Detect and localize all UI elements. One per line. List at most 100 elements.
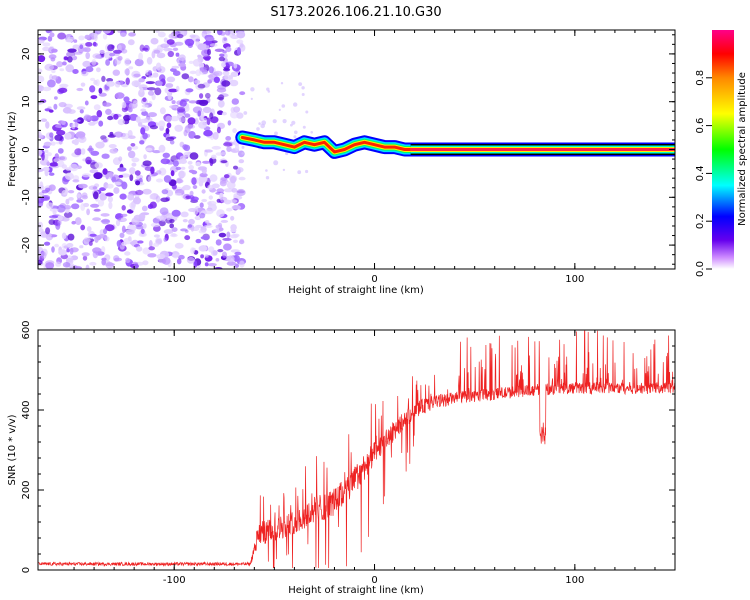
noise-blob [139,87,144,93]
noise-blob [217,30,223,36]
noise-blob [99,49,105,55]
noise-blob [201,198,208,203]
noise-blob [199,93,204,99]
noise-blob [208,246,215,253]
noise-blob [53,103,58,110]
noise-blob [204,220,210,224]
noise-blob [120,217,127,222]
noise-blob [64,172,74,180]
noise-blob [108,201,113,210]
noise-blob [59,156,66,160]
noise-blob [61,216,70,222]
colorbar-tick-label: 0.6 [695,118,706,134]
noise-blob [215,239,222,246]
noise-blob [156,80,163,86]
noise-blob [232,233,240,238]
noise-blob [197,83,206,89]
y-tick-label: -20 [21,237,32,253]
noise-blob [129,174,134,182]
noise-blob [310,131,314,134]
noise-blob [38,75,45,83]
noise-blob [166,76,176,83]
noise-blob [86,208,90,216]
noise-blob [63,56,68,60]
noise-blob [165,127,170,134]
noise-blob [301,86,305,90]
noise-blob [146,57,153,65]
noise-blob [236,47,241,56]
noise-blob [178,63,186,67]
noise-blob [238,176,246,181]
noise-blob [204,56,211,61]
noise-blob [45,187,51,192]
noise-blob [166,39,175,45]
noise-blob [233,63,238,69]
noise-blob [224,30,231,36]
noise-blob [40,118,48,122]
noise-blob [147,176,152,182]
noise-blob [135,189,144,196]
noise-blob [113,113,119,120]
noise-blob [208,195,213,200]
noise-blob [199,66,207,72]
noise-blob [129,202,137,209]
noise-blob [94,162,103,169]
noise-blob [149,125,158,130]
colorbar-tick-label: 0.0 [695,261,706,277]
noise-blob [95,79,100,87]
noise-blob [67,233,75,241]
noise-blob [120,32,127,37]
noise-blob [195,238,202,244]
noise-blob [145,81,155,85]
noise-blob [56,129,66,136]
noise-blob [54,134,63,141]
y-tick-label: 600 [21,320,32,339]
noise-blob [199,172,208,178]
noise-blob [101,257,107,261]
noise-blob [125,257,131,263]
noise-blob [114,131,123,138]
noise-blob [203,129,213,137]
noise-blob [202,30,212,34]
noise-blob [150,166,155,175]
noise-blob [98,120,104,127]
noise-blob [61,232,67,240]
noise-blob [90,77,96,81]
noise-blob [305,110,309,114]
noise-blob [118,174,124,178]
noise-blob [66,248,70,253]
noise-blob [147,253,157,258]
y-tick-label: -10 [21,189,32,205]
noise-blob [67,109,76,114]
x-tick-label: 100 [565,575,584,586]
noise-blob [180,166,186,170]
y-tick-label: 10 [21,95,32,108]
noise-blob [223,37,227,41]
noise-blob [128,107,133,113]
noise-blob [162,152,170,158]
noise-blob [58,249,67,256]
noise-blob [85,42,93,47]
noise-blob [128,150,136,159]
noise-blob [76,199,84,203]
noise-blob [61,243,68,250]
snr-series-line [38,330,675,569]
noise-blob [64,132,72,140]
noise-blob [225,61,234,67]
noise-blob [178,54,186,61]
noise-blob [184,125,191,133]
noise-blob [84,100,89,106]
noise-blob [163,229,174,235]
noise-blob [243,111,248,115]
noise-blob [85,52,90,60]
noise-blob [155,30,160,33]
noise-blob [221,111,227,116]
noise-blob [74,148,82,156]
noise-blob [208,66,214,74]
noise-blob [216,209,225,218]
noise-blob [189,190,194,196]
noise-blob [142,260,149,266]
noise-blob [107,44,115,52]
noise-blob [234,251,242,256]
